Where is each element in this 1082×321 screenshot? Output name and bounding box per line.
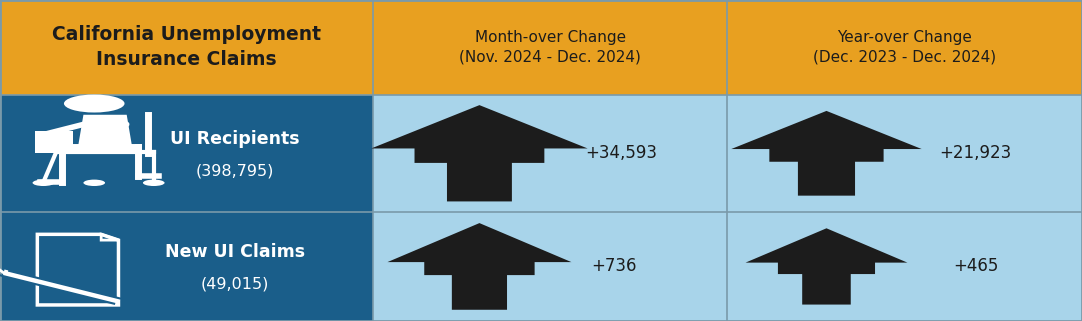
FancyBboxPatch shape — [727, 212, 1082, 321]
Text: (49,015): (49,015) — [201, 277, 269, 291]
Text: UI Recipients: UI Recipients — [170, 130, 300, 148]
Text: New UI Claims: New UI Claims — [166, 243, 305, 261]
Text: California Unemployment
Insurance Claims: California Unemployment Insurance Claims — [52, 25, 321, 69]
FancyBboxPatch shape — [727, 0, 1082, 95]
Text: Month-over Change
(Nov. 2024 - Dec. 2024): Month-over Change (Nov. 2024 - Dec. 2024… — [459, 30, 642, 65]
Text: +34,593: +34,593 — [585, 144, 657, 162]
FancyBboxPatch shape — [0, 212, 373, 321]
Polygon shape — [745, 228, 908, 305]
Text: +465: +465 — [953, 257, 999, 275]
FancyBboxPatch shape — [373, 95, 727, 212]
FancyBboxPatch shape — [0, 0, 373, 95]
Text: +736: +736 — [591, 257, 636, 275]
FancyBboxPatch shape — [373, 0, 727, 95]
Text: +21,923: +21,923 — [939, 144, 1012, 162]
Circle shape — [64, 94, 124, 112]
Polygon shape — [78, 115, 132, 147]
Polygon shape — [35, 131, 72, 153]
Polygon shape — [731, 111, 922, 195]
FancyBboxPatch shape — [0, 95, 373, 212]
FancyBboxPatch shape — [727, 95, 1082, 212]
FancyBboxPatch shape — [373, 212, 727, 321]
Text: Year-over Change
(Dec. 2023 - Dec. 2024): Year-over Change (Dec. 2023 - Dec. 2024) — [813, 30, 997, 65]
Text: (398,795): (398,795) — [196, 163, 275, 178]
Circle shape — [32, 179, 54, 186]
Polygon shape — [371, 105, 588, 202]
Polygon shape — [387, 223, 571, 310]
Circle shape — [143, 179, 164, 186]
Circle shape — [83, 179, 105, 186]
